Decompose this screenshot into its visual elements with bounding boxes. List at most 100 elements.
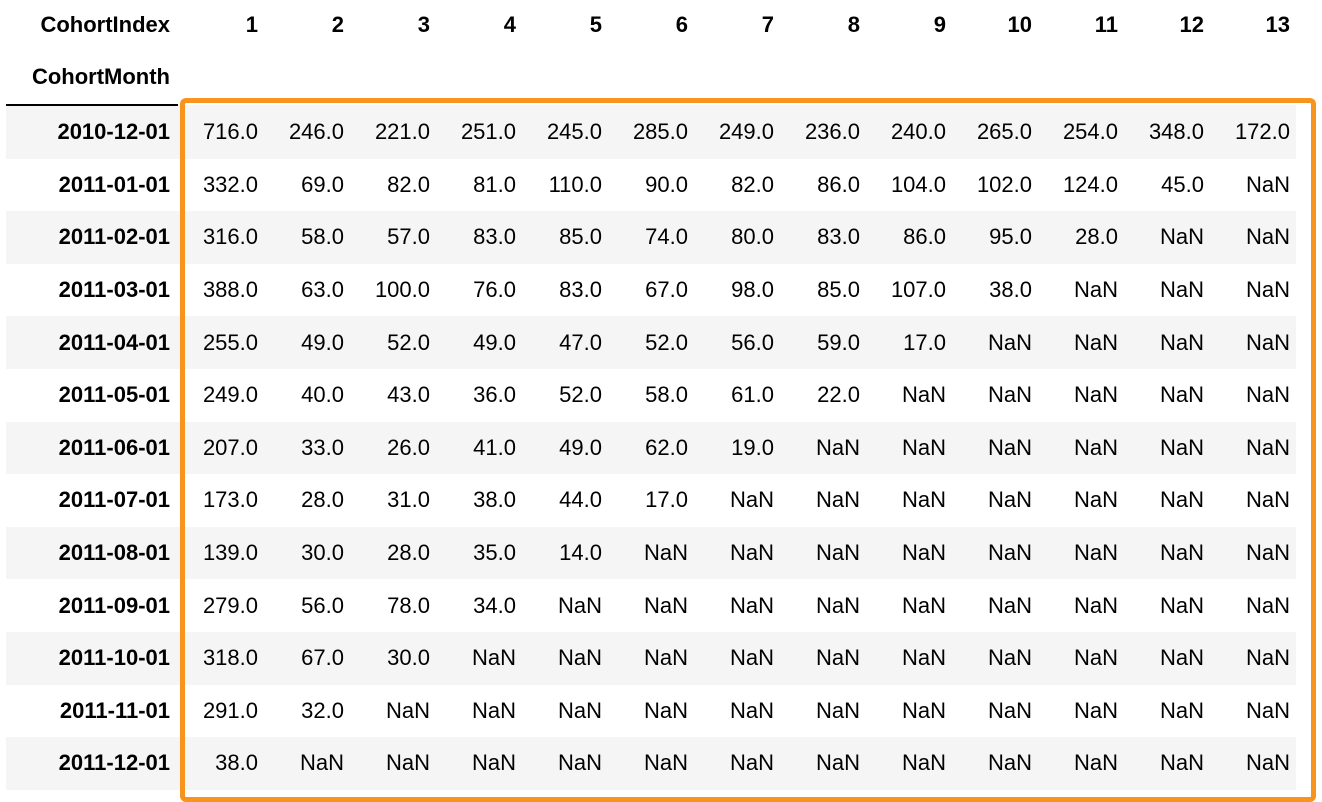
table-cell: 28.0 bbox=[1038, 211, 1124, 264]
table-cell: 246.0 bbox=[264, 105, 350, 159]
row-label: 2011-05-01 bbox=[58, 382, 170, 408]
table-cell: 32.0 bbox=[301, 697, 344, 723]
table-cell: NaN bbox=[987, 592, 1032, 618]
table-cell: NaN bbox=[643, 697, 688, 723]
table-cell: 78.0 bbox=[387, 592, 430, 618]
table-cell: 240.0 bbox=[866, 105, 952, 159]
table-cell: NaN bbox=[643, 592, 688, 618]
column-header: 10 bbox=[1007, 12, 1032, 37]
column-header: 11 bbox=[1094, 12, 1118, 37]
table-row: 2010-12-01 716.0 246.0 221.0 251.0 245.0 285.0… bbox=[6, 105, 1296, 159]
table-cell: 45.0 bbox=[1161, 171, 1204, 197]
table-cell: 49.0 bbox=[436, 316, 522, 369]
table-cell: NaN bbox=[1210, 526, 1296, 580]
table-cell: 221.0 bbox=[350, 105, 436, 159]
table-cell: 86.0 bbox=[866, 211, 952, 264]
table-body: 2010-12-01 716.0 246.0 221.0 251.0 245.0 285.0… bbox=[6, 105, 1296, 790]
table-cell: 318.0 bbox=[178, 631, 264, 685]
table-cell: 249.0 bbox=[202, 382, 258, 408]
table-cell: NaN bbox=[1245, 382, 1290, 408]
columns-name: CohortIndex bbox=[40, 12, 170, 37]
table-cell: 245.0 bbox=[522, 105, 608, 159]
table-cell: 100.0 bbox=[374, 277, 430, 303]
table-cell: 56.0 bbox=[301, 592, 344, 618]
table-cell: NaN bbox=[780, 421, 866, 475]
table-row: 2011-03-01 388.0 63.0 100.0 76.0 83.0 67.0 98.0… bbox=[6, 264, 1296, 317]
table-cell: 40.0 bbox=[301, 382, 344, 408]
table-cell: NaN bbox=[815, 592, 860, 618]
table-cell: 74.0 bbox=[608, 211, 694, 264]
table-cell: 38.0 bbox=[989, 277, 1032, 303]
table-cell: NaN bbox=[1073, 697, 1118, 723]
table-cell: 49.0 bbox=[522, 421, 608, 475]
table-cell: 110.0 bbox=[548, 171, 602, 197]
table-cell: NaN bbox=[1159, 697, 1204, 723]
table-cell: NaN bbox=[1073, 277, 1118, 303]
row-label: 2011-08-01 bbox=[6, 526, 178, 580]
table-cell: 83.0 bbox=[780, 211, 866, 264]
table-cell: 52.0 bbox=[608, 316, 694, 369]
table-cell: NaN bbox=[608, 631, 694, 685]
table-cell: NaN bbox=[729, 487, 774, 513]
table-cell: NaN bbox=[1159, 592, 1204, 618]
table-cell: NaN bbox=[952, 737, 1038, 790]
table-cell: 58.0 bbox=[264, 211, 350, 264]
table-cell: NaN bbox=[557, 697, 602, 723]
row-label: 2010-12-01 bbox=[6, 105, 178, 159]
table-row: 2011-12-01 38.0 NaN NaN NaN NaN NaN NaN NaN NaN Na… bbox=[6, 737, 1296, 790]
table-cell: 716.0 bbox=[178, 105, 264, 159]
table-cell: 98.0 bbox=[731, 277, 774, 303]
header-spacer bbox=[780, 50, 866, 105]
table-cell: NaN bbox=[1038, 526, 1124, 580]
table-cell: NaN bbox=[1245, 487, 1290, 513]
table-cell: 332.0 bbox=[202, 171, 258, 197]
table-cell: 83.0 bbox=[436, 211, 522, 264]
table-cell: 30.0 bbox=[350, 631, 436, 685]
table-cell: 49.0 bbox=[264, 316, 350, 369]
table-cell: 28.0 bbox=[301, 487, 344, 513]
table-cell: NaN bbox=[1245, 171, 1290, 197]
header-spacer bbox=[522, 50, 608, 105]
header-spacer bbox=[952, 50, 1038, 105]
table-cell: NaN bbox=[866, 631, 952, 685]
table-cell: 17.0 bbox=[645, 487, 688, 513]
table-cell: NaN bbox=[1124, 316, 1210, 369]
table-cell: 107.0 bbox=[890, 277, 946, 303]
table-cell: 36.0 bbox=[473, 382, 516, 408]
table-cell: 255.0 bbox=[178, 316, 264, 369]
table-cell: NaN bbox=[1245, 697, 1290, 723]
table-cell: 388.0 bbox=[202, 277, 258, 303]
table-header: CohortIndex 1 2 3 4 5 6 7 8 9 10 11 12 13 CohortMont… bbox=[6, 0, 1296, 106]
table-cell: NaN bbox=[1210, 631, 1296, 685]
table-cell: 95.0 bbox=[952, 211, 1038, 264]
table-cell: 83.0 bbox=[559, 277, 602, 303]
table-cell: 82.0 bbox=[387, 171, 430, 197]
table-cell: 28.0 bbox=[350, 526, 436, 580]
header-spacer bbox=[866, 50, 952, 105]
table-cell: NaN bbox=[1124, 211, 1210, 264]
table-cell: 172.0 bbox=[1210, 105, 1296, 159]
table-cell: 67.0 bbox=[264, 631, 350, 685]
header-spacer bbox=[608, 50, 694, 105]
row-label: 2011-03-01 bbox=[58, 277, 170, 303]
table-cell: NaN bbox=[1245, 277, 1290, 303]
table-cell: NaN bbox=[1124, 421, 1210, 475]
table-cell: 69.0 bbox=[301, 171, 344, 197]
table-cell: NaN bbox=[987, 382, 1032, 408]
column-header: 3 bbox=[417, 12, 430, 37]
column-header: 2 bbox=[331, 12, 344, 37]
table-cell: NaN bbox=[1124, 737, 1210, 790]
table-cell: 124.0 bbox=[1062, 171, 1118, 197]
table-cell: 31.0 bbox=[387, 487, 430, 513]
table-cell: 41.0 bbox=[436, 421, 522, 475]
table-row: 2011-05-01 249.0 40.0 43.0 36.0 52.0 58.0 61.0 2… bbox=[6, 369, 1296, 422]
table-cell: NaN bbox=[866, 737, 952, 790]
table-cell: 348.0 bbox=[1124, 105, 1210, 159]
table-cell: NaN bbox=[1159, 382, 1204, 408]
table-cell: 30.0 bbox=[264, 526, 350, 580]
table-cell: 254.0 bbox=[1038, 105, 1124, 159]
table-cell: NaN bbox=[780, 737, 866, 790]
column-header: 9 bbox=[933, 12, 946, 37]
header-spacer bbox=[178, 50, 264, 105]
column-header: 13 bbox=[1265, 12, 1290, 37]
